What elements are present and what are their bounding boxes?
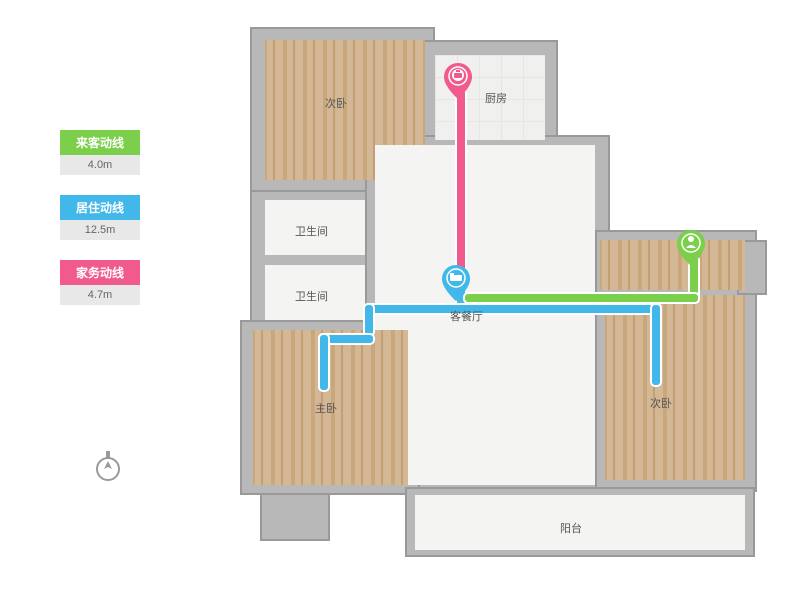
room-label-bath_top: 卫生间 [295,223,328,239]
flow-living [365,305,373,335]
legend: 来客动线 4.0m 居住动线 12.5m 家务动线 4.7m [60,130,140,325]
pin-kitchen [444,63,472,99]
floorplan: 次卧厨房卫生间卫生间客餐厅主卧次卧阳台 [205,15,775,585]
legend-value: 4.0m [60,155,140,175]
room-label-balcony: 阳台 [560,520,582,536]
room-entry_right [600,240,745,290]
room-bedroom_bot [605,295,745,480]
legend-item-living: 居住动线 12.5m [60,195,140,240]
legend-label: 来客动线 [60,130,140,155]
room-label-master: 主卧 [315,400,337,416]
pin-entry [677,230,705,266]
flow-living [365,305,660,313]
wall-block [260,493,330,541]
legend-value: 4.7m [60,285,140,305]
room-label-bedroom_top: 次卧 [325,95,347,111]
legend-label: 家务动线 [60,260,140,285]
flow-guest [465,294,698,302]
legend-label: 居住动线 [60,195,140,220]
room-living [375,145,595,485]
flow-living [652,305,660,385]
room-label-living: 客餐厅 [450,308,483,324]
legend-item-guest: 来客动线 4.0m [60,130,140,175]
flow-chore [457,90,465,290]
pin-living [442,265,470,301]
legend-value: 12.5m [60,220,140,240]
room-label-kitchen: 厨房 [485,90,507,106]
legend-item-chore: 家务动线 4.7m [60,260,140,305]
room-label-bedroom_bot: 次卧 [650,395,672,411]
room-label-bath_bot: 卫生间 [295,288,328,304]
flow-living [320,335,328,390]
compass-icon [88,445,128,485]
